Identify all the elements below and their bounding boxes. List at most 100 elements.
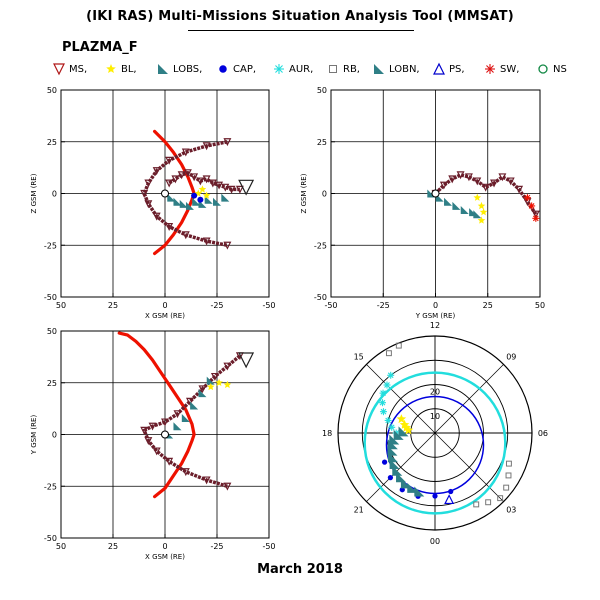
- x-tick-label: 0: [162, 542, 167, 551]
- orbit-point: [208, 179, 217, 188]
- legend-label: BL,: [121, 63, 137, 75]
- lobe-point: [173, 422, 182, 431]
- lobe-point: [190, 401, 199, 410]
- lobe-point: [473, 210, 482, 219]
- magnetosheath-point: [238, 179, 255, 196]
- legend-marker-icon: [53, 63, 65, 76]
- y-axis-label: Y GSM (RE): [30, 415, 38, 456]
- orbit-point: [202, 142, 211, 151]
- lobe-point: [393, 429, 404, 440]
- boundary-layer-point: [403, 425, 414, 435]
- orbit-point: [177, 171, 186, 180]
- legend-item-sw: SW,: [483, 60, 519, 78]
- legend-item-lobs: LOBS,: [156, 60, 202, 78]
- aurora-point: [378, 399, 386, 407]
- orbit-trace: [142, 140, 228, 248]
- lobe-point: [167, 193, 176, 202]
- y-tick-label: -50: [44, 293, 57, 302]
- orbit-point: [165, 223, 174, 231]
- cap-point: [448, 488, 454, 495]
- y-tick-label: -25: [44, 482, 57, 491]
- polar-radial-label: 10: [430, 412, 440, 421]
- legend-marker-icon: [433, 62, 445, 75]
- radiation-belt-point: [497, 495, 504, 502]
- legend-label: NS: [553, 63, 567, 75]
- lobe-point: [185, 201, 194, 210]
- orbit-point: [181, 148, 190, 157]
- orbit-point: [210, 372, 219, 381]
- x-axis-label: X GSM (RE): [145, 312, 185, 320]
- y-axis-label: Z GSM (RE): [300, 173, 308, 213]
- orbit-point: [448, 175, 457, 184]
- orbit-point: [223, 241, 232, 250]
- orbit-point: [223, 362, 232, 371]
- aurora-point: [388, 423, 396, 431]
- lobe-point: [181, 413, 190, 422]
- x-tick-label: -25: [210, 542, 223, 551]
- orbit-point: [181, 468, 190, 477]
- legend-marker-icon: [219, 65, 227, 73]
- orbit-point: [506, 177, 515, 186]
- orbit-point: [183, 169, 192, 178]
- lobe-point: [389, 434, 400, 445]
- legend-item-ns: NS: [536, 60, 567, 78]
- x-tick-label: -50: [324, 301, 337, 310]
- x-tick-label: -50: [262, 301, 275, 310]
- x-axis-label: Y GSM (RE): [415, 312, 456, 320]
- lobe-point: [387, 452, 398, 463]
- title-underline: [188, 30, 414, 31]
- orbit-point: [190, 173, 199, 182]
- orbit-point: [215, 181, 224, 190]
- orbit-trace: [434, 173, 538, 216]
- polar-angular-label: 06: [538, 429, 548, 438]
- legend-item-ms: MS,: [52, 60, 87, 78]
- polar-angular-label: 12: [430, 321, 440, 330]
- legend-label: MS,: [69, 63, 88, 75]
- orbit-point: [171, 175, 180, 184]
- legend-marker-icon: [374, 64, 384, 74]
- orbit-point: [152, 212, 161, 221]
- solar-wind-point: [523, 194, 531, 202]
- legend-label: LOBN,: [389, 63, 420, 75]
- aurora-point: [387, 371, 395, 379]
- lobe-point: [387, 445, 398, 456]
- cap-point: [191, 192, 198, 199]
- panel-xz: 50 25 0 -25 -50 -50 -25 0 25 50 X GSM (RE) Z GSM (R…: [30, 86, 276, 320]
- polar-radial-label: 20: [430, 388, 440, 397]
- polar-angular-label: 03: [506, 505, 516, 514]
- orbit-point: [152, 167, 161, 176]
- footer-date: March 2018: [257, 562, 343, 577]
- aurora-ring: [363, 371, 507, 515]
- legend-label: CAP,: [233, 63, 257, 75]
- boundary-layer-point: [396, 414, 407, 424]
- y-tick-label: -50: [314, 293, 327, 302]
- lobe-point: [173, 197, 182, 206]
- cap-point: [381, 459, 388, 465]
- legend-item-aur: AUR,: [272, 60, 313, 78]
- legend-item-cap: CAP,: [216, 60, 256, 78]
- orbit-point: [202, 175, 211, 184]
- polar-angular-label: 00: [430, 537, 440, 546]
- aurora-point: [379, 389, 387, 397]
- lobe-point: [414, 486, 425, 497]
- earth-icon: [161, 430, 169, 439]
- orbit-point: [227, 185, 236, 194]
- radiation-belt-point: [485, 499, 492, 506]
- orbit-point: [165, 179, 174, 188]
- orbit-point: [473, 177, 482, 186]
- x-tick-label: 0: [433, 301, 438, 310]
- y-tick-label: -25: [44, 241, 57, 250]
- legend-label: SW,: [500, 63, 520, 75]
- lobe-point: [198, 389, 207, 398]
- orbit-point: [152, 447, 161, 456]
- x-tick-label: -25: [210, 301, 223, 310]
- legend-item-rb: RB,: [326, 60, 360, 78]
- boundary-layer-point: [215, 378, 223, 386]
- orbit-point: [165, 156, 174, 165]
- x-tick-label: 25: [483, 301, 493, 310]
- x-tick-label: -25: [377, 301, 390, 310]
- orbit-point: [439, 181, 448, 190]
- orbit-point: [144, 437, 153, 446]
- boundary-layer-point: [477, 201, 486, 210]
- y-tick-label: 0: [52, 190, 57, 199]
